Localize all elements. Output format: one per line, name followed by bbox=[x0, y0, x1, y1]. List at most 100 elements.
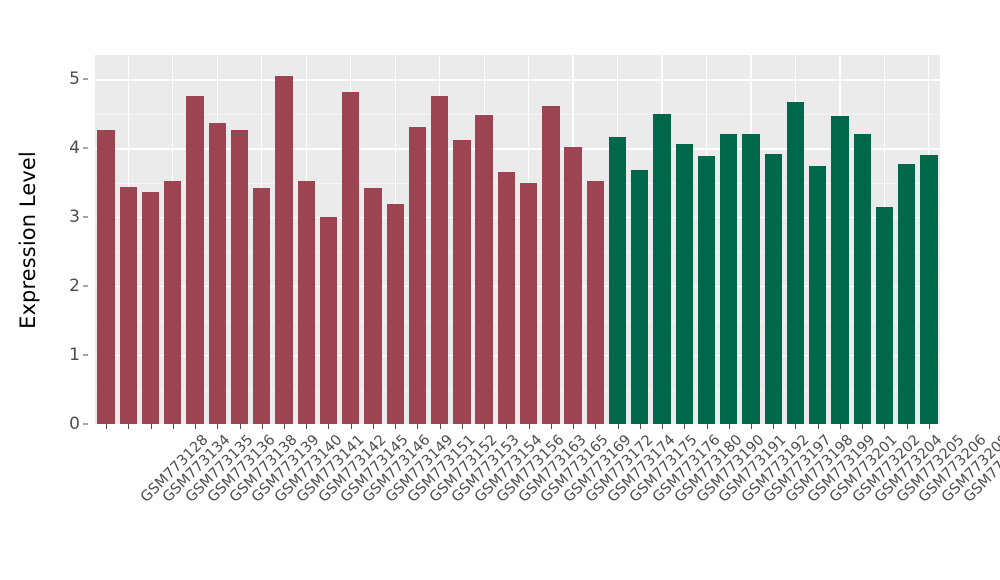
x-axis-tick-mark bbox=[128, 424, 130, 429]
x-axis-tick-mark bbox=[662, 424, 664, 429]
x-axis-tick-mark bbox=[150, 424, 152, 429]
gridline-minor-horizontal bbox=[95, 389, 940, 391]
x-axis-tick-mark bbox=[928, 424, 930, 429]
gridline-major-horizontal bbox=[95, 79, 940, 81]
plot-panel bbox=[95, 55, 940, 424]
y-axis-tick-label: 2 bbox=[69, 276, 80, 297]
x-axis-tick-mark bbox=[750, 424, 752, 429]
y-axis-tick-label: 5 bbox=[69, 69, 80, 90]
bar[interactable] bbox=[564, 146, 582, 424]
bar[interactable] bbox=[831, 115, 849, 424]
bar[interactable] bbox=[431, 96, 449, 424]
y-axis-tick-mark bbox=[83, 423, 88, 425]
bar[interactable] bbox=[497, 171, 516, 424]
y-axis-tick-label: 3 bbox=[69, 207, 80, 228]
gridline-major-horizontal bbox=[95, 217, 940, 219]
bar[interactable] bbox=[853, 134, 871, 424]
y-axis-tick-mark bbox=[83, 78, 88, 80]
x-axis-tick-mark bbox=[550, 424, 552, 429]
gridline-major-horizontal bbox=[95, 148, 940, 150]
x-axis-tick-mark bbox=[106, 424, 108, 429]
x-axis-tick-mark bbox=[417, 424, 419, 429]
bar[interactable] bbox=[208, 123, 226, 424]
gridline-minor-horizontal bbox=[95, 251, 940, 253]
bar[interactable] bbox=[275, 76, 293, 424]
x-axis-tick-mark bbox=[595, 424, 597, 429]
bar[interactable] bbox=[386, 203, 404, 424]
x-axis-tick-mark bbox=[484, 424, 486, 429]
y-axis-tick-mark bbox=[83, 147, 88, 149]
bar[interactable] bbox=[253, 188, 271, 424]
x-axis-tick-mark bbox=[639, 424, 641, 429]
bar[interactable] bbox=[97, 130, 115, 424]
bar[interactable] bbox=[230, 129, 249, 424]
y-axis-tick-labels: 0 1 2 3 4 5 bbox=[56, 55, 90, 434]
bar[interactable] bbox=[920, 155, 938, 424]
bar[interactable] bbox=[875, 206, 894, 424]
x-axis-tick-mark bbox=[795, 424, 797, 429]
bar[interactable] bbox=[453, 139, 471, 424]
bar[interactable] bbox=[364, 188, 382, 424]
bar[interactable] bbox=[675, 143, 693, 424]
x-axis-tick-mark bbox=[284, 424, 285, 429]
bar[interactable] bbox=[164, 181, 182, 424]
x-axis-tick-mark bbox=[217, 424, 219, 429]
x-axis-tick-labels: GSM773128 GSM773134 GSM773135 GSM773136 GSM7… bbox=[95, 432, 1000, 572]
x-axis-tick-mark bbox=[195, 424, 197, 429]
bar[interactable] bbox=[697, 156, 716, 424]
gridline-major-horizontal bbox=[95, 355, 940, 357]
bar[interactable] bbox=[897, 163, 916, 424]
bar[interactable] bbox=[720, 134, 738, 424]
bar[interactable] bbox=[742, 133, 760, 424]
x-axis-tick-mark bbox=[884, 424, 886, 429]
bar[interactable] bbox=[342, 92, 360, 424]
bar[interactable] bbox=[631, 170, 649, 424]
x-axis-tick-mark bbox=[817, 424, 819, 429]
x-axis-tick-mark bbox=[906, 424, 908, 429]
x-axis-tick-mark bbox=[728, 424, 730, 429]
bar[interactable] bbox=[809, 166, 827, 424]
x-axis-tick-mark bbox=[395, 424, 397, 429]
bar[interactable] bbox=[519, 182, 538, 424]
x-axis-tick-mark bbox=[461, 424, 463, 429]
x-axis-tick-mark bbox=[439, 424, 441, 429]
y-axis-tick-label: 1 bbox=[69, 345, 80, 366]
y-axis-title: Expression Level bbox=[0, 0, 56, 480]
bar[interactable] bbox=[653, 114, 671, 424]
y-axis-tick-label: 4 bbox=[69, 138, 80, 159]
x-axis-tick-mark bbox=[261, 424, 263, 429]
bar[interactable] bbox=[186, 95, 204, 424]
x-axis-tick-mark bbox=[306, 424, 308, 429]
gridline-minor-horizontal bbox=[95, 113, 940, 115]
bar[interactable] bbox=[608, 137, 627, 424]
x-axis-tick-mark bbox=[684, 424, 686, 429]
gridline-minor-horizontal bbox=[95, 182, 940, 184]
x-axis-tick-mark bbox=[528, 424, 530, 429]
x-axis-tick-mark bbox=[706, 424, 708, 429]
bar[interactable] bbox=[764, 154, 782, 424]
y-axis-tick-mark bbox=[83, 285, 88, 287]
bar[interactable] bbox=[319, 217, 338, 424]
y-axis-tick-mark bbox=[83, 354, 88, 356]
bar[interactable] bbox=[408, 127, 427, 424]
bar[interactable] bbox=[586, 180, 604, 424]
bar[interactable] bbox=[141, 192, 160, 424]
gridline-major-horizontal bbox=[95, 286, 940, 288]
x-axis-tick-marks bbox=[95, 424, 940, 430]
y-axis-tick-mark bbox=[83, 216, 88, 218]
x-axis-tick-mark bbox=[839, 424, 841, 429]
y-axis-title-text: Expression Level bbox=[16, 151, 41, 329]
x-axis-tick-mark bbox=[328, 424, 330, 429]
bar[interactable] bbox=[475, 115, 493, 424]
x-axis-tick-mark bbox=[239, 424, 241, 429]
y-axis-tick-label: 0 bbox=[69, 414, 80, 434]
bar[interactable] bbox=[297, 181, 315, 424]
x-axis-tick-mark bbox=[172, 424, 174, 429]
bar[interactable] bbox=[119, 186, 137, 424]
x-axis-tick-mark bbox=[573, 424, 575, 429]
bar[interactable] bbox=[542, 106, 560, 424]
bar[interactable] bbox=[786, 101, 805, 424]
x-axis-tick-mark bbox=[372, 424, 374, 429]
x-axis-tick-mark bbox=[773, 424, 775, 429]
